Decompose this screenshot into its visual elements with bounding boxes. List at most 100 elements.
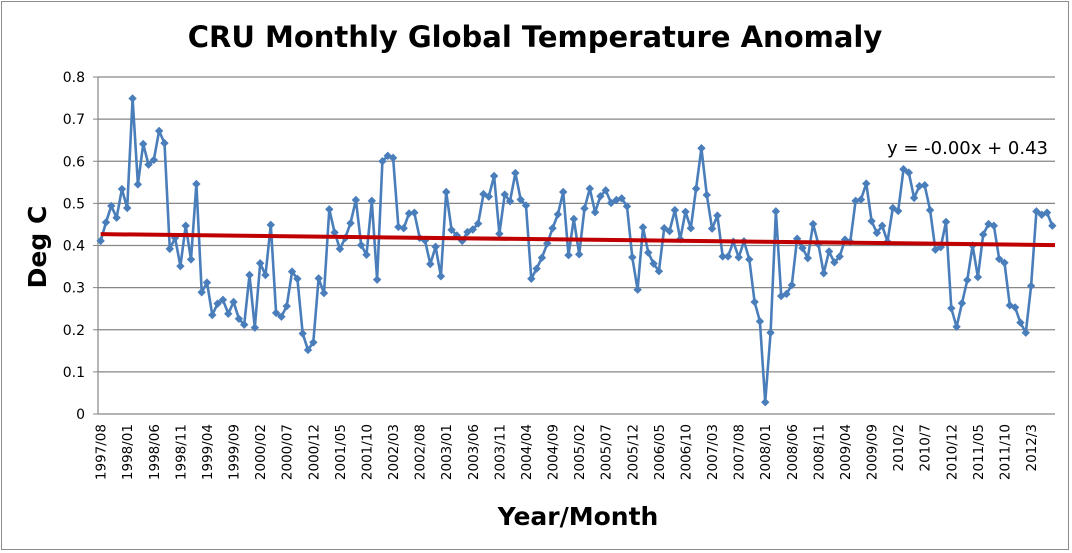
data-point (165, 244, 174, 254)
data-point (947, 304, 956, 313)
data-point (745, 255, 754, 264)
data-point (824, 247, 834, 256)
y-axis-title: Deg C (23, 206, 52, 289)
data-point (559, 187, 568, 197)
x-tick-label: 2005/07 (599, 424, 615, 480)
x-tick-label: 1999/09 (227, 424, 243, 480)
data-point (941, 217, 951, 227)
data-point (138, 139, 148, 149)
x-tick-label: 1997/08 (94, 424, 110, 480)
data-point (149, 155, 159, 165)
data-point (973, 272, 983, 282)
data-point (160, 138, 169, 148)
data-point (580, 204, 589, 213)
data-point (638, 223, 648, 232)
trendline-group (100, 232, 1056, 248)
data-point (202, 278, 212, 287)
data-point (325, 205, 334, 214)
data-point (867, 216, 876, 226)
data-point (410, 208, 419, 217)
data-point (862, 179, 871, 188)
data-point (893, 206, 903, 216)
data-point (543, 239, 552, 248)
data-point (750, 297, 759, 307)
data-point (925, 205, 935, 215)
x-tick-label: 1999/04 (200, 424, 216, 480)
data-point (691, 184, 701, 193)
data-point (224, 309, 233, 318)
x-tick-label: 1998/11 (173, 424, 189, 480)
data-point (617, 194, 626, 203)
data-point (713, 211, 722, 220)
x-tick-label: 1998/01 (120, 424, 136, 480)
data-point (112, 213, 121, 222)
data-point (234, 314, 244, 323)
data-point (979, 230, 988, 239)
x-tick-label: 2003/06 (466, 424, 482, 480)
x-tick-label: 2005/12 (625, 424, 641, 480)
x-tick-label: 2000/02 (253, 424, 269, 480)
data-point (1042, 208, 1052, 217)
y-tick-label: 0 (76, 407, 85, 423)
data-point (186, 255, 196, 264)
data-point (208, 310, 217, 320)
data-point (362, 250, 371, 259)
data-point (309, 338, 318, 347)
data-point (628, 253, 637, 262)
data-point (372, 275, 382, 284)
x-tick-label: 2004/04 (519, 424, 535, 480)
data-point (123, 203, 132, 213)
data-point (388, 153, 398, 163)
data-point (154, 126, 164, 136)
data-point (909, 193, 919, 203)
x-tick-label: 2004/09 (546, 424, 562, 480)
data-point (920, 181, 929, 190)
data-point (1032, 207, 1041, 216)
trendline-equation: y = -0.00x + 0.43 (887, 138, 1048, 159)
data-point (101, 218, 111, 227)
data-point (505, 197, 515, 206)
data-point (314, 274, 323, 283)
data-point (351, 195, 361, 205)
data-point (878, 221, 887, 230)
x-tick-label: 2009/04 (838, 424, 854, 480)
data-point (665, 226, 674, 236)
data-point (532, 264, 541, 273)
data-point (250, 323, 260, 332)
data-point (787, 280, 797, 290)
data-point (601, 186, 610, 195)
data-point (511, 168, 520, 178)
data-point (303, 345, 313, 355)
data-point (213, 299, 222, 308)
data-point (707, 224, 717, 233)
data-point (197, 288, 206, 297)
data-point (319, 288, 329, 298)
data-point (431, 242, 440, 251)
data-point (803, 253, 812, 263)
x-tick-label: 2010/2 (891, 424, 907, 472)
data-point (1016, 318, 1025, 327)
x-tick-label: 2002/03 (386, 424, 402, 480)
data-point (404, 209, 414, 218)
x-tick-label: 2001/05 (333, 424, 349, 480)
data-point (537, 253, 547, 262)
x-tick-label: 2007/08 (732, 424, 748, 480)
data-point (994, 254, 1004, 264)
y-tick-label: 0.5 (63, 196, 85, 212)
data-point (596, 192, 605, 201)
data-point (633, 285, 642, 294)
data-point (670, 205, 680, 215)
data-point (899, 165, 908, 174)
data-point (330, 228, 339, 237)
x-tick-label: 2006/05 (652, 424, 668, 480)
data-point (792, 234, 802, 243)
data-point (1037, 210, 1046, 219)
data-point (1000, 258, 1009, 267)
data-point (872, 228, 882, 238)
data-point (771, 207, 781, 216)
y-tick-label: 0.2 (63, 323, 85, 339)
data-point (569, 214, 579, 224)
data-point (782, 289, 791, 299)
data-point (622, 202, 632, 211)
data-point (218, 295, 228, 305)
